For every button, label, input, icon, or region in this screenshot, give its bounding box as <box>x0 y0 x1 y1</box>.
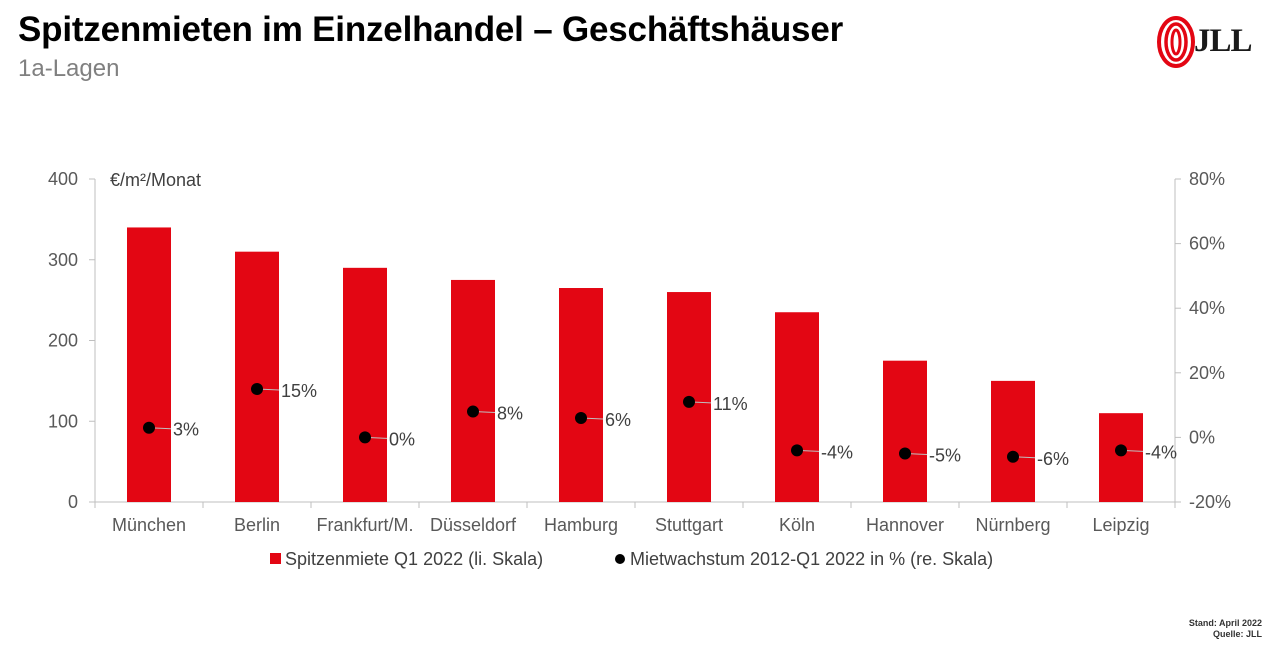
page-subtitle: 1a-Lagen <box>18 55 120 82</box>
dot-series: 3% 15% 0% 8% 6% 11% -4% -5% -6% -4% <box>143 381 1177 469</box>
data-label: 11% <box>713 394 748 414</box>
data-label: -6% <box>1037 449 1069 469</box>
bar <box>127 227 171 502</box>
y-right-tick-label: 0% <box>1189 427 1215 447</box>
footnote: Stand: April 2022 Quelle: JLL <box>1189 618 1262 640</box>
dot <box>467 405 479 418</box>
dot <box>683 395 695 408</box>
x-tick-label: Stuttgart <box>655 515 723 535</box>
dot <box>1007 450 1019 463</box>
jll-logo: JLL <box>1156 16 1266 68</box>
chart-axes: 0 100 200 300 400 -20% 0% 20% 40% 60% 80% €/m²/Mona… <box>48 169 1231 535</box>
bar <box>235 251 279 502</box>
dot <box>575 412 587 425</box>
bar <box>883 360 927 502</box>
bar <box>1099 413 1143 502</box>
data-label: 3% <box>173 420 199 440</box>
dot <box>791 444 803 457</box>
bar <box>451 279 495 502</box>
data-label: 15% <box>281 381 317 401</box>
bar-series <box>127 227 1143 502</box>
y-right-tick-label: -20% <box>1189 492 1231 512</box>
data-label: 0% <box>389 429 415 449</box>
dot <box>899 447 911 460</box>
bar <box>343 267 387 502</box>
y-right-tick-label: 80% <box>1189 169 1225 189</box>
data-label: 8% <box>497 404 523 424</box>
footnote-stand: Stand: April 2022 <box>1188 618 1262 628</box>
bar <box>775 312 819 502</box>
jll-logo-text: JLL <box>1194 23 1253 59</box>
dot <box>1115 444 1127 457</box>
y-left-tick-label: 200 <box>48 331 78 351</box>
y-right-tick-label: 20% <box>1189 363 1225 383</box>
x-tick-label: Düsseldorf <box>430 515 517 535</box>
legend-label-dot: Mietwachstum 2012-Q1 2022 in % (re. Skal… <box>630 549 993 569</box>
x-tick-label: Köln <box>779 515 815 535</box>
footnote-quelle: Quelle: JLL <box>1212 629 1262 639</box>
y-left-tick-label: 400 <box>48 169 78 189</box>
bar <box>559 288 603 502</box>
page-title: Spitzenmieten im Einzelhandel – Geschäft… <box>18 10 844 49</box>
data-label: -4% <box>821 442 853 462</box>
dot <box>251 382 263 395</box>
bar <box>991 380 1035 502</box>
chart-legend: Spitzenmiete Q1 2022 (li. Skala) Mietwach… <box>270 549 993 569</box>
y-right-tick-label: 60% <box>1189 234 1225 254</box>
x-tick-label: Hamburg <box>544 515 618 535</box>
legend-swatch-bar <box>270 553 281 564</box>
x-tick-label: Berlin <box>234 515 280 535</box>
data-label: 6% <box>605 410 631 430</box>
x-tick-label: München <box>112 515 186 535</box>
y-left-tick-label: 300 <box>48 250 78 270</box>
y-left-tick-label: 100 <box>48 411 78 431</box>
y-left-tick-label: 0 <box>68 492 78 512</box>
x-tick-label: Leipzig <box>1092 515 1149 535</box>
x-tick-label: Nürnberg <box>975 515 1050 535</box>
jll-flame-icon <box>1157 16 1195 68</box>
x-tick-label: Hannover <box>866 515 944 535</box>
legend-swatch-dot <box>615 554 625 564</box>
x-tick-label: Frankfurt/M. <box>316 515 413 535</box>
dot <box>359 431 371 444</box>
data-label: -5% <box>929 446 961 466</box>
legend-label-bar: Spitzenmiete Q1 2022 (li. Skala) <box>285 549 543 569</box>
y-axis-unit-label: €/m²/Monat <box>110 170 201 190</box>
y-right-tick-label: 40% <box>1189 298 1225 318</box>
data-label: -4% <box>1145 442 1177 462</box>
dot <box>143 421 155 434</box>
